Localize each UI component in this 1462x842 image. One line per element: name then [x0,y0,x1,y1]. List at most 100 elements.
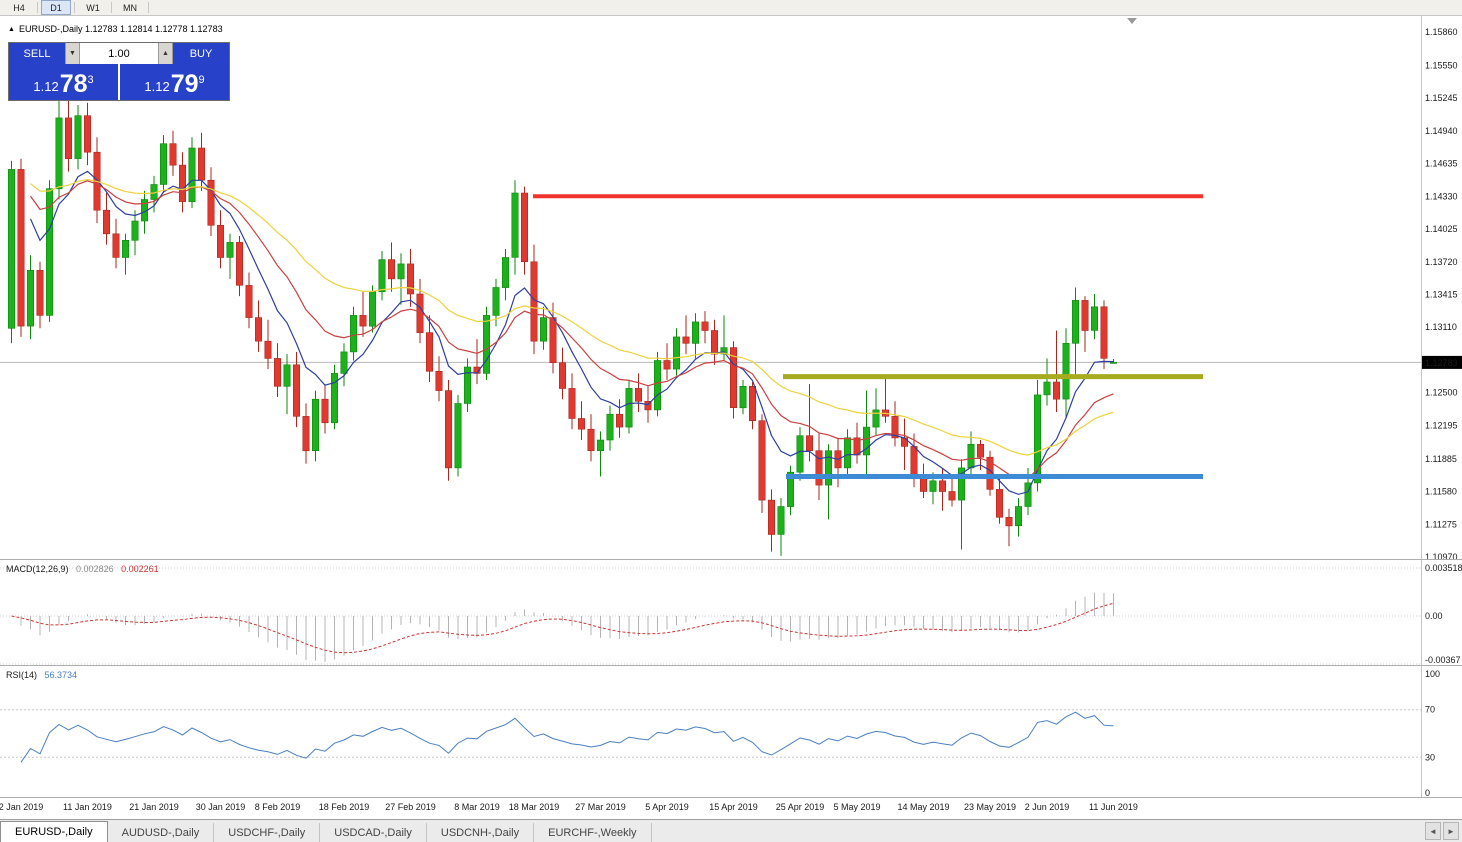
sell-price-pips: 78 [59,70,88,98]
tab-usdchf-daily[interactable]: USDCHF-,Daily [214,823,321,842]
price-axis-label: 1.13415 [1425,290,1458,300]
date-label: 8 Feb 2019 [254,802,301,812]
toolbar-separator [37,2,38,13]
date-label: 27 Feb 2019 [385,802,436,812]
date-label: 5 Apr 2019 [645,802,689,812]
date-label: 8 Mar 2019 [454,802,500,812]
candles-series [8,98,1118,556]
macd-value: 0.002826 [76,564,114,574]
date-label: 27 Mar 2019 [575,802,626,812]
panel-separator [0,797,1462,798]
price-axis-label: 1.13720 [1425,257,1458,267]
moving-average-8-line[interactable] [29,170,1114,495]
current-price-badge [1422,355,1462,369]
buy-price-display[interactable]: 1.12 79 9 [120,64,229,100]
rsi-indicator-panel[interactable]: 100 70 30 0 [0,666,1462,797]
sell-price-point: 3 [87,74,94,86]
macd-signal-line [11,602,1114,654]
price-axis-label: 1.12195 [1425,421,1458,431]
volume-increase-button[interactable]: ▲ [158,43,173,64]
tab-eurchf-weekly[interactable]: EURCHF-,Weekly [534,823,652,842]
date-label: 18 Feb 2019 [318,802,370,812]
toolbar-separator [111,2,112,13]
toolbar-separator [148,2,149,13]
chart-title-text: EURUSD-,Daily 1.12783 1.12814 1.12778 1.… [18,24,223,34]
sell-price-display[interactable]: 1.12 78 3 [9,64,118,100]
price-axis-label: 1.11885 [1425,454,1457,464]
price-axis-label: 1.11275 [1425,519,1457,529]
moving-average-34-line[interactable] [30,178,1114,456]
macd-indicator-panel[interactable]: 0.003518 0.00 -0.00367 [0,560,1462,666]
date-label: 5 May 2019 [833,802,881,812]
tab-eurusd-daily[interactable]: EURUSD-,Daily [0,821,108,842]
macd-name: MACD(12,26,9) [6,564,69,574]
price-axis-separator [1421,16,1422,797]
chart-tab-bar: EURUSD-,Daily AUDUSD-,Daily USDCHF-,Dail… [0,819,1462,842]
timeframe-mn-button[interactable]: MN [123,2,137,13]
price-axis-label: 1.14025 [1425,224,1458,234]
price-axis-label: 1.13110 [1425,322,1457,332]
macd-axis-label: 0.003518 [1425,563,1462,573]
timeframe-toolbar: H4 D1 W1 MN [0,0,1462,16]
date-label: 21 Jan 2019 [129,802,179,812]
rsi-name: RSI(14) [6,670,38,680]
sell-button[interactable]: SELL [9,43,65,64]
price-axis-label: 1.10970 [1425,552,1458,560]
date-label: 11 Jan 2019 [63,802,112,812]
macd-axis-label: 0.00 [1425,611,1443,621]
timeframe-h4-button[interactable]: H4 [13,2,25,13]
chart-title: ▲ EURUSD-,Daily 1.12783 1.12814 1.12778 1… [8,24,223,34]
date-axis: 2 Jan 2019 11 Jan 2019 21 Jan 2019 30 Jan 2… [0,798,1462,819]
rsi-value: 56.3734 [44,670,78,680]
current-price-badge-text: 1.12783 [1425,358,1458,368]
price-axis-label: 1.15245 [1425,93,1458,103]
tabs-scroll-right-button[interactable]: ► [1443,822,1459,840]
buy-price-pips: 79 [170,70,199,98]
volume-decrease-button[interactable]: ▼ [65,43,80,64]
moving-average-17-line[interactable] [30,180,1114,480]
rsi-axis-label: 30 [1425,752,1435,762]
rsi-axis-label: 0 [1425,788,1430,797]
buy-button[interactable]: BUY [173,43,229,64]
chart-shift-marker-icon [1127,18,1137,24]
date-label: 23 May 2019 [963,802,1017,812]
sell-price-base: 1.12 [33,79,59,94]
date-label: 25 Apr 2019 [775,802,825,812]
tab-usdcad-daily[interactable]: USDCAD-,Daily [320,823,427,842]
date-label: 18 Mar 2019 [508,802,560,812]
macd-signal-value: 0.002261 [121,564,159,574]
volume-input[interactable] [80,43,158,64]
toolbar-separator [74,2,75,13]
price-axis-label: 1.11580 [1425,487,1457,497]
price-axis-label: 1.12500 [1425,388,1458,398]
rsi-axis-label: 70 [1425,705,1435,715]
date-label: 2 Jun 2019 [1024,802,1070,812]
main-price-chart[interactable]: 1.15860 1.15550 1.15245 1.14940 1.14635 1.143… [0,16,1462,560]
one-click-trading-panel: SELL ▼ ▲ BUY 1.12 78 3 1.12 79 9 [8,42,230,101]
price-axis-label: 1.14940 [1425,126,1458,136]
price-axis-label: 1.15860 [1425,27,1458,37]
date-label: 2 Jan 2019 [0,802,44,812]
rsi-label: RSI(14) 56.3734 [6,670,77,680]
macd-label: MACD(12,26,9) 0.002826 0.002261 [6,564,159,574]
buy-price-point: 9 [198,74,205,86]
price-axis-label: 1.15550 [1425,60,1458,70]
tabs-scroll-left-button[interactable]: ◄ [1425,822,1441,840]
date-label: 30 Jan 2019 [195,802,246,812]
one-click-toggle-icon[interactable]: ▲ [8,26,15,33]
tab-usdcnh-daily[interactable]: USDCNH-,Daily [427,823,535,842]
timeframe-d1-button[interactable]: D1 [41,0,71,15]
price-axis-label: 1.14330 [1425,191,1458,201]
panel-separator[interactable] [0,665,1462,666]
macd-histogram [20,592,1114,662]
price-axis-label: 1.14635 [1425,159,1458,169]
date-label: 14 May 2019 [897,802,950,812]
date-label: 15 Apr 2019 [709,802,758,812]
buy-price-base: 1.12 [144,79,170,94]
tab-audusd-daily[interactable]: AUDUSD-,Daily [108,823,215,842]
timeframe-w1-button[interactable]: W1 [86,2,100,13]
panel-separator[interactable] [0,559,1462,560]
rsi-axis-label: 100 [1425,669,1440,679]
macd-axis-label: -0.00367 [1425,655,1461,665]
